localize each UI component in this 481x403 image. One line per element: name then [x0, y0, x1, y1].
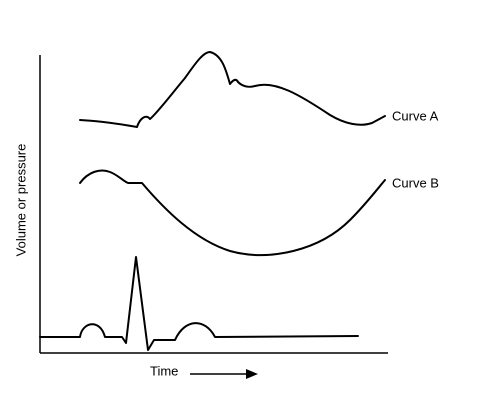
ecg-trace	[39, 256, 359, 351]
time-arrow-head	[246, 369, 258, 379]
y-axis-label: Volume or pressure	[13, 144, 28, 257]
curve-a	[79, 51, 386, 128]
curve-label: Curve A	[392, 108, 439, 123]
curve-b	[79, 169, 386, 257]
x-axis-label: Time	[150, 363, 178, 378]
curve-label: Curve B	[392, 175, 439, 190]
